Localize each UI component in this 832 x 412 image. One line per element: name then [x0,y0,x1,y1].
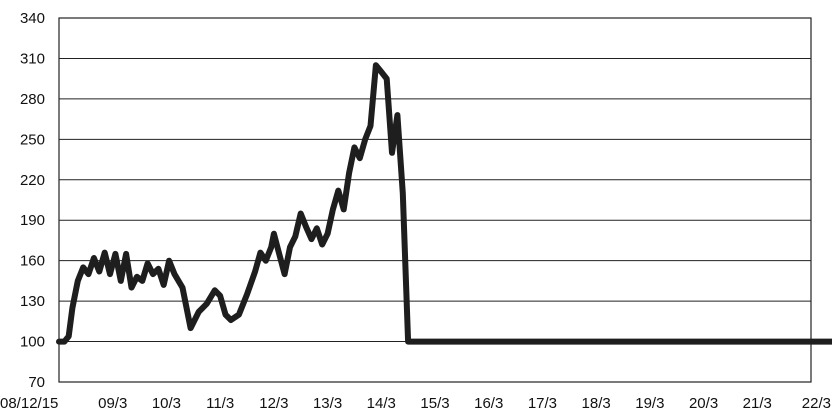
x-tick-label: 16/3 [474,395,503,412]
x-tick-label: 20/3 [689,395,718,412]
plot-frame [58,17,812,383]
y-tick-label: 100 [20,334,45,351]
x-tick-label: 18/3 [582,395,611,412]
y-axis-tick-labels: 70 100 130 160 190 220 250 280 310 340 [20,10,45,391]
x-tick-label: 11/3 [206,395,234,412]
y-tick-label: 70 [28,374,45,391]
x-tick-label: 14/3 [367,395,396,412]
x-tick-label: 12/3 [259,395,288,412]
y-tick-label: 340 [20,10,45,27]
y-tick-label: 310 [20,50,45,67]
y-tick-label: 250 [20,131,45,148]
series-group [56,62,832,345]
y-tick-label: 130 [20,293,45,310]
x-tick-label: 13/3 [313,395,342,412]
x-tick-label: 08/12/15 [0,395,58,412]
x-tick-label: 09/3 [98,395,127,412]
y-tick-label: 220 [20,172,45,189]
x-tick-label: 21/3 [743,395,772,412]
x-tick-label: 19/3 [635,395,664,412]
y-tick-label: 280 [20,91,45,108]
x-axis-tick-labels: 08/12/15 09/3 10/3 11/3 12/3 13/3 14/3 15/3 16/3… [0,395,831,412]
x-tick-label: 10/3 [152,395,181,412]
x-tick-label: 17/3 [528,395,557,412]
x-tick-label: 22/3 [802,395,831,412]
y-tick-label: 190 [20,212,45,229]
y-tick-label: 160 [20,253,45,270]
x-tick-label: 15/3 [420,395,449,412]
series-line-0 [56,62,832,345]
gridlines [59,17,811,383]
